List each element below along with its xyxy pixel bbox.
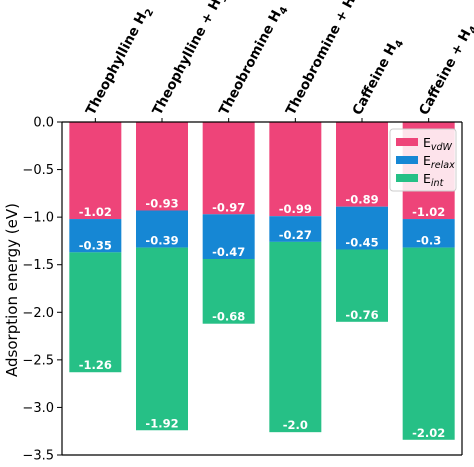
bar-value-label: -0.45 [345,235,378,249]
bar-value-label: -2.0 [283,418,308,432]
bar-segment [136,122,188,211]
bar-segment [69,219,122,253]
y-tick-label: −3.0 [22,401,54,416]
bar-value-label: -1.02 [79,205,112,219]
bar-segment [69,252,122,373]
x-tick-label: Caffeine H4 [349,35,406,119]
legend-entry: Eint [423,171,445,189]
legend-swatch [396,174,418,182]
bar-value-label: -0.89 [345,193,378,207]
y-tick-label: −3.5 [22,449,54,464]
bar-segment [69,122,122,220]
bar-segment [402,219,455,248]
x-tick-label: Theophylline + H1 [149,0,230,119]
bar-value-label: -0.93 [145,196,178,210]
axes-layer: 0.0 −0.5 −1.0 −1.5 −2.0 −2.5 −3.0 −3.5 [22,116,463,464]
x-tick-label: Theophylline H2 [83,4,157,120]
bar-value-label: -0.3 [416,234,441,248]
bar-value-label: -0.76 [345,308,378,322]
x-tick-label: Theobromine + H4 [283,0,365,119]
bar-segment [336,122,388,207]
bar-value-label: -0.97 [212,200,245,214]
y-axis-label: Adsorption energy (eV) [3,203,21,377]
y-tick-label: 0.0 [33,116,54,131]
x-tick-label: Caffeine + H4 [416,21,474,120]
legend-entry: Erelax [423,153,455,171]
bar-segment [136,210,188,248]
y-tick-label: −1.0 [22,211,54,226]
bar-value-label: -1.02 [412,205,445,219]
legend-swatch [396,138,418,146]
bar-value-label: -1.92 [145,416,178,430]
legend-entry: EvdW [423,135,453,153]
bar-value-label: -0.35 [79,238,112,252]
y-tick-label: −2.0 [22,306,54,321]
bar-value-label: -0.27 [279,228,312,242]
bar-segment [336,249,388,322]
bar-segment [402,247,455,440]
bar-value-label: -2.02 [412,426,445,440]
y-tick-label: −1.5 [22,258,54,273]
y-tick-label: −0.5 [22,163,54,178]
bar-segment [336,206,388,250]
bar-segment [269,122,322,217]
bar-value-label: -0.39 [145,234,178,248]
bar-segment [202,122,255,215]
y-tick-label: −2.5 [22,353,54,368]
legend-swatch [396,156,418,164]
bar-value-label: -0.99 [279,202,312,216]
data-labels-layer: -1.02 -0.35 -1.26 -0.93 -0.39 -1.92 -0.97 -0.47… [79,193,445,440]
bar-segment [202,259,255,324]
x-tick-label: Theobromine H4 [216,1,291,119]
bar-segment [269,241,322,433]
bar-segment [202,214,255,260]
bar-value-label: -1.26 [79,358,112,372]
bar-segment [269,216,322,242]
bar-value-label: -0.47 [212,245,245,259]
bar-segment [136,247,188,431]
bars-layer [69,122,455,440]
bar-value-label: -0.68 [212,310,245,324]
